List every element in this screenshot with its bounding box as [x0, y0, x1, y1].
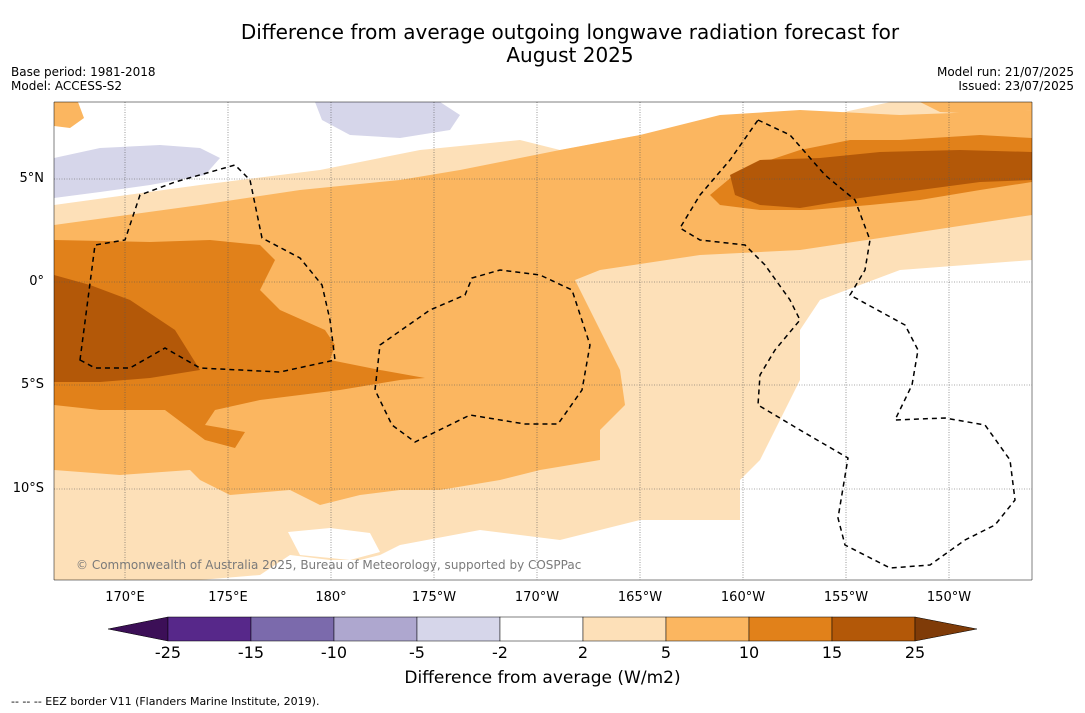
- lon-label-175w: 175°W: [411, 590, 457, 605]
- lat-label-5n: 5°N: [19, 171, 45, 186]
- colorbar-tick-label: -5: [409, 643, 425, 662]
- colorbar-swatch: [499, 616, 584, 642]
- meta-right: Model run: 21/07/2025 Issued: 23/07/2025: [937, 65, 1074, 93]
- lon-label-180: 180°: [315, 590, 347, 605]
- eez-border-line-islands: [678, 119, 1016, 569]
- lat-label-0: 0°: [29, 274, 44, 289]
- title-line-1: Difference from average outgoing longwav…: [240, 20, 900, 44]
- map-title: Difference from average outgoing longwav…: [200, 21, 940, 67]
- colorbar-tick-label: 25: [904, 643, 926, 662]
- eez-border-phoenix: [374, 269, 591, 443]
- colorbar-tick-label: -15: [237, 643, 265, 662]
- colorbar-tick-label: 2: [577, 643, 589, 662]
- colorbar-extend-low: [107, 616, 169, 642]
- colorbar-tick-label: 5: [660, 643, 672, 662]
- lon-label-160w: 160°W: [720, 590, 766, 605]
- eez-borders: [79, 119, 1016, 569]
- eez-border-tuvalu: [79, 164, 336, 373]
- copyright-notice: © Commonwealth of Australia 2025, Bureau…: [76, 558, 582, 572]
- lon-label-170w: 170°W: [514, 590, 560, 605]
- band-10-to-15: [54, 135, 1032, 448]
- band-15-to-25: [54, 150, 1032, 382]
- colorbar-tick-label: -10: [320, 643, 348, 662]
- lat-label-10s: 10°S: [12, 481, 44, 496]
- lon-label-155w: 155°W: [823, 590, 869, 605]
- colorbar-swatch: [167, 616, 252, 642]
- band-minus2-to-2-patch: [288, 528, 380, 560]
- colorbar: [107, 616, 978, 642]
- colorbar-tick-label: -2: [492, 643, 508, 662]
- title-line-2: August 2025: [506, 43, 634, 67]
- colorbar-extend-high: [914, 616, 978, 642]
- meta-left: Base period: 1981-2018 Model: ACCESS-S2: [11, 65, 156, 93]
- anomaly-field: [54, 102, 1032, 580]
- band-minus5-to-minus2: [54, 102, 460, 198]
- colorbar-swatch: [831, 616, 916, 642]
- colorbar-tick-label: 10: [738, 643, 760, 662]
- colorbar-swatch: [665, 616, 750, 642]
- colorbar-swatch: [582, 616, 667, 642]
- band-5-to-10-corner: [54, 102, 1032, 128]
- colorbar-tick-label: 15: [821, 643, 843, 662]
- colorbar-swatch: [250, 616, 335, 642]
- lat-label-5s: 5°S: [20, 377, 44, 392]
- model-run: Model run: 21/07/2025: [936, 65, 1074, 79]
- colorbar-swatch: [333, 616, 418, 642]
- model-name: Model: ACCESS-S2: [11, 79, 123, 93]
- base-period: Base period: 1981-2018: [11, 65, 156, 79]
- eez-footnote: -- -- -- EEZ border V11 (Flanders Marine…: [11, 695, 320, 708]
- graticule: [54, 102, 1032, 580]
- colorbar-swatch: [416, 616, 501, 642]
- lon-label-165w: 165°W: [617, 590, 663, 605]
- lon-label-170e: 170°E: [105, 590, 145, 605]
- colorbar-swatch: [748, 616, 833, 642]
- map-frame: [53, 101, 1033, 581]
- lon-label-150w: 150°W: [926, 590, 972, 605]
- issued-date: Issued: 23/07/2025: [958, 79, 1074, 93]
- colorbar-tick-label: -25: [154, 643, 182, 662]
- lon-label-175e: 175°E: [208, 590, 248, 605]
- colorbar-title: Difference from average (W/m2): [404, 668, 681, 688]
